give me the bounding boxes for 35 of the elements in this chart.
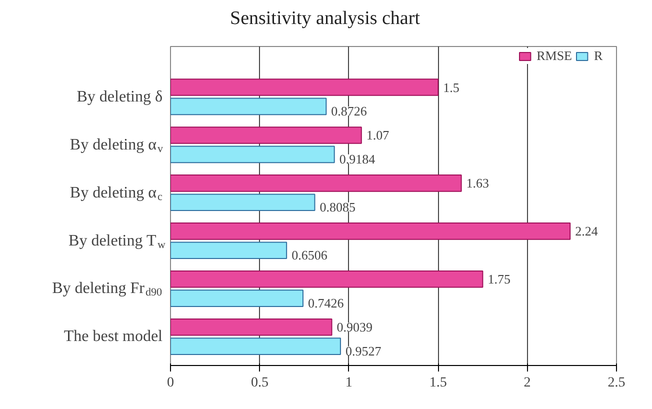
x-tick-label: 0 — [167, 376, 174, 390]
x-tick-label: 2 — [524, 376, 531, 390]
data-label: 1.5 — [443, 80, 460, 95]
y-tick-label: The best model — [64, 328, 164, 346]
bar — [170, 338, 341, 355]
bar — [170, 222, 571, 240]
bar — [170, 78, 439, 96]
bar — [170, 126, 362, 144]
bar — [170, 242, 288, 260]
bar — [170, 318, 332, 336]
data-label: 0.9039 — [336, 320, 373, 335]
x-tick-label: 0.5 — [250, 376, 268, 390]
bar — [170, 270, 484, 288]
x-tick-label: 1 — [345, 376, 352, 390]
bar — [170, 174, 462, 192]
data-label: 1.07 — [366, 128, 390, 143]
data-label: 1.63 — [466, 176, 490, 191]
bar — [170, 98, 327, 116]
bar — [170, 194, 316, 212]
data-label: 0.8726 — [331, 103, 368, 118]
data-label: 2.24 — [575, 224, 598, 239]
data-label: 0.9527 — [345, 343, 382, 358]
data-label: 0.7426 — [308, 295, 344, 310]
x-tick-label: 1.5 — [429, 376, 447, 390]
data-label: 0.8085 — [320, 199, 356, 214]
bar — [170, 290, 304, 307]
y-tick-label: By deleting δ — [76, 88, 162, 106]
data-label: 0.9184 — [339, 151, 376, 166]
legend-label: RMSE — [536, 48, 572, 64]
x-tick-label: 2.5 — [608, 376, 626, 390]
legend-label: R — [594, 48, 604, 64]
chart-title: Sensitivity analysis chart — [230, 7, 420, 31]
data-label: 0.6506 — [292, 247, 328, 262]
bar — [170, 146, 335, 164]
data-label: 1.75 — [488, 272, 510, 287]
